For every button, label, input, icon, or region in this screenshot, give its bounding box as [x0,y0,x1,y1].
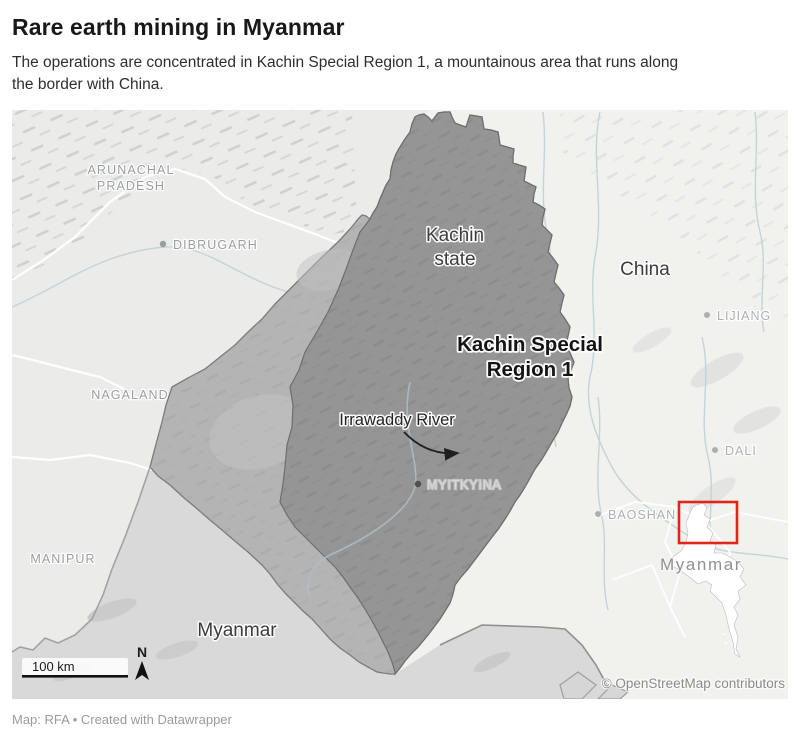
scale-bar: 100 km [22,658,128,678]
baoshan-dot [595,511,601,517]
basemap-india [12,110,432,652]
basemap-myanmar [12,467,615,699]
osm-attribution: © OpenStreetMap contributors [602,676,786,691]
label-arunachal-line1: ARUNACHAL [88,163,175,177]
inset-island [722,632,726,636]
china-myanmar-border [439,624,616,699]
dibrugarh-dot [159,240,167,248]
scale-rule [22,675,128,678]
subtitle: The operations are concentrated in Kachi… [12,52,788,96]
india-myanmar-border [12,466,151,653]
label-lijiang: LIJIANG [717,309,771,323]
scale-box [22,658,128,675]
terrain-arunachal [12,110,357,280]
label-irrawaddy-river: Irrawaddy River [339,411,455,429]
label-baoshan: BAOSHAN [608,508,676,522]
india-state-borders [12,167,344,472]
north-arrow-icon [135,661,149,680]
label-nagaland: NAGALAND [91,388,169,402]
inset-locator: Myanmar [659,500,747,658]
dali-dot [712,447,718,453]
label-dibrugarh: DIBRUGARH [173,238,258,252]
myanmar-map-svg: ARUNACHAL PRADESH DIBRUGARH NAGALAND MAN… [12,110,788,699]
label-myanmar: Myanmar [197,620,277,641]
scale-label: 100 km [32,659,75,674]
label-ksr1-line1: Kachin Special [457,333,603,356]
border-wedge [559,671,597,699]
article: Rare earth mining in Myanmar The operati… [12,0,788,727]
lijiang-dot [704,312,710,318]
river-arrow [403,431,460,461]
label-china: China [620,259,670,280]
inset-island-2 [724,641,728,645]
page-title: Rare earth mining in Myanmar [12,14,345,40]
rivers [12,111,788,611]
label-ksr1-line2: Region 1 [487,358,574,381]
label-kachin-state-line1: Kachin [426,225,484,246]
label-dali: DALI [725,444,757,458]
north-label: N [137,644,147,660]
north-arrow: N [135,644,149,680]
subtitle-line-1: The operations are concentrated in Kachi… [12,54,679,71]
label-kachin-state-line2: state [434,249,475,270]
border-wedge-2 [597,684,630,699]
label-myitkyina: MYITKYINA [427,478,502,492]
map-canvas: ARUNACHAL PRADESH DIBRUGARH NAGALAND MAN… [12,110,788,699]
terrain-china-north [560,110,788,320]
subtitle-line-2: the border with China. [12,76,164,93]
label-manipur: MANIPUR [30,552,95,566]
locator-red-rect [677,500,739,545]
label-arunachal-line2: PRADESH [97,179,165,193]
footer-credit: Map: RFA • Created with Datawrapper [12,712,232,727]
myitkyina-dot [414,480,422,488]
label-inset-myanmar: Myanmar [660,555,742,574]
